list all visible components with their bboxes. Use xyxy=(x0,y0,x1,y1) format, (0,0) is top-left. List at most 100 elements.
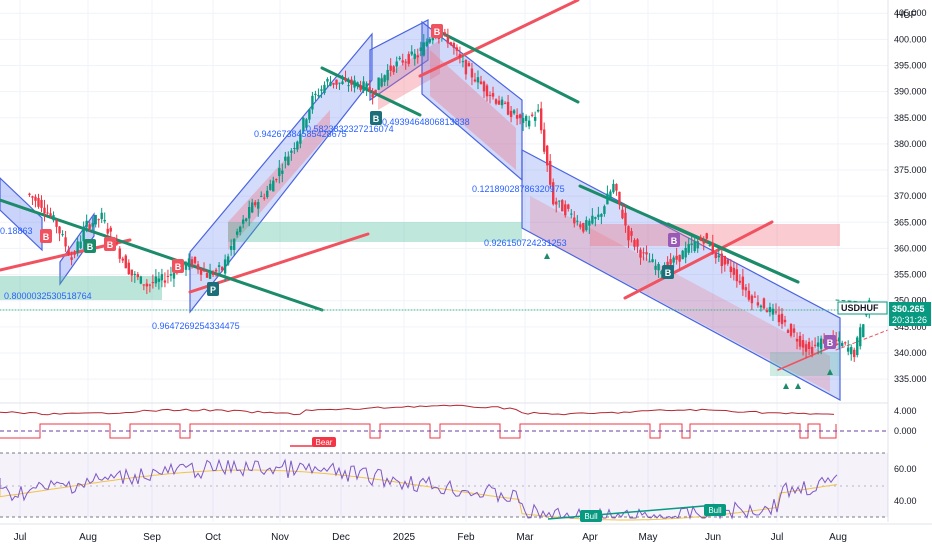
time-tick: Oct xyxy=(205,532,221,543)
candle-body xyxy=(819,338,823,349)
candle-body xyxy=(585,220,588,231)
bull-divergence xyxy=(547,504,717,520)
candle-body xyxy=(299,133,302,144)
candle-body xyxy=(103,219,106,222)
candle-body xyxy=(533,116,537,121)
bull-label: Bull xyxy=(584,512,598,521)
candle-body xyxy=(729,266,733,273)
candle-body xyxy=(690,243,693,245)
candle-body xyxy=(750,295,754,304)
demand-zone-left xyxy=(0,276,162,300)
candle-body xyxy=(732,267,736,275)
candle-body xyxy=(269,183,272,190)
annotation-label: 0.4939464806813838 xyxy=(382,117,470,127)
price-tick: 355.000 xyxy=(894,270,927,280)
indicators: 4.000 0.000 Bear Bull Bull 60.00 40.00 xyxy=(0,402,917,522)
candle-body xyxy=(672,257,675,263)
candle-body xyxy=(260,195,263,197)
candle-body xyxy=(576,220,579,222)
annotation-label: 0.9261507242312​53 xyxy=(484,238,567,248)
candle-body xyxy=(558,200,561,202)
symbol-badge-bg xyxy=(837,301,888,315)
candle-body xyxy=(720,253,723,267)
candle-body xyxy=(365,83,368,90)
candle-body xyxy=(591,215,594,224)
buy-marker-bg xyxy=(370,111,382,125)
candle-body xyxy=(804,344,808,352)
pivot-triangle xyxy=(827,369,833,375)
left-channel-a xyxy=(0,177,43,252)
candle-body xyxy=(362,81,365,92)
candle-body xyxy=(100,212,103,220)
candle-body xyxy=(46,212,49,214)
candle-body xyxy=(783,319,787,323)
candle-body xyxy=(786,330,790,333)
candle-body xyxy=(618,191,621,205)
candle-body xyxy=(133,273,137,276)
candle-body xyxy=(76,241,79,253)
candle-body xyxy=(94,214,97,225)
candle-body xyxy=(425,41,428,46)
candle-body xyxy=(317,95,320,97)
price-tick: 360.000 xyxy=(894,243,927,253)
candle-body xyxy=(314,93,317,95)
candle-body xyxy=(684,247,687,258)
candle-body xyxy=(461,61,465,63)
labels: 0.18863 0.800003253051876​4 0.964726925433… xyxy=(0,117,567,331)
candle-body xyxy=(91,222,94,227)
candle-body xyxy=(762,298,766,309)
candle-body xyxy=(347,85,350,87)
time-tick: Apr xyxy=(582,532,598,543)
candle-body xyxy=(837,337,841,342)
price-tick: 375.000 xyxy=(894,165,927,175)
sell-marker: B xyxy=(434,27,441,37)
symbol-label: USDHUF xyxy=(841,303,879,313)
b-purple-marker: B xyxy=(671,236,678,246)
candle-body xyxy=(58,226,61,234)
time-axis[interactable]: Jul Aug Sep Oct Nov Dec 2025 Feb Mar Apr May Jun Jul… xyxy=(0,523,932,550)
candle-body xyxy=(329,82,332,86)
candle-body xyxy=(398,57,401,60)
candle-body xyxy=(82,228,85,242)
candle-body xyxy=(305,119,308,128)
candle-body xyxy=(281,170,284,174)
candle-body xyxy=(386,69,389,81)
falling-inner-b xyxy=(530,196,830,392)
candle-body xyxy=(335,79,338,85)
candle-body xyxy=(278,168,281,177)
candle-body xyxy=(49,213,52,216)
candle-body xyxy=(238,226,242,233)
candle-body xyxy=(624,212,627,226)
candle-body xyxy=(73,253,76,255)
candle-body xyxy=(509,110,513,117)
rsi-line xyxy=(0,458,838,520)
buy-marker: B xyxy=(373,114,380,124)
candle-body xyxy=(669,259,672,265)
candle-body xyxy=(482,81,486,92)
candle-body xyxy=(416,55,419,58)
candle-body xyxy=(106,228,109,234)
p-marker: P xyxy=(210,285,216,295)
candle-body xyxy=(774,311,778,313)
candle-body xyxy=(184,262,188,270)
candle-body xyxy=(67,249,70,256)
candle-body xyxy=(536,109,540,112)
time-tick: 2025 xyxy=(393,532,416,543)
top-inner xyxy=(378,40,440,110)
candle-body xyxy=(609,191,612,200)
candle-body xyxy=(244,218,248,222)
candle-body xyxy=(777,314,781,323)
bull-badge-bg xyxy=(580,510,602,522)
candle-body xyxy=(834,339,838,342)
candle-body xyxy=(807,341,811,349)
b-purple-marker: B xyxy=(827,338,834,348)
price-axis-bg xyxy=(888,0,932,522)
candle-body xyxy=(169,274,173,276)
candle-body xyxy=(539,108,543,131)
candle-body xyxy=(37,198,40,207)
candle-body xyxy=(356,82,359,86)
candle-body xyxy=(518,114,522,119)
candle-body xyxy=(308,109,311,120)
